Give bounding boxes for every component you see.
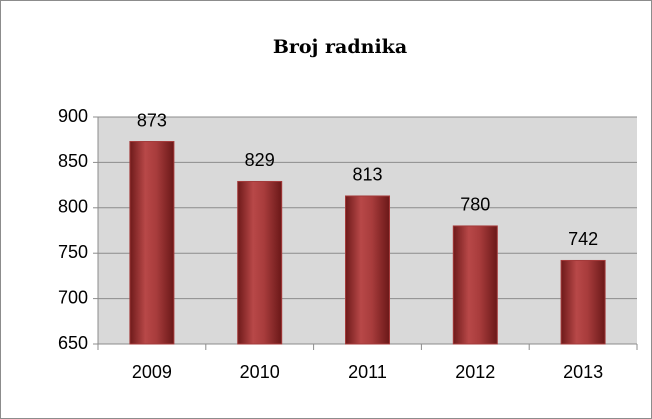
data-label: 873 [137, 110, 167, 130]
y-tick-label: 750 [58, 242, 88, 262]
data-label: 829 [245, 150, 275, 170]
x-tick-label: 2011 [348, 362, 387, 382]
bar [237, 180, 283, 345]
data-label: 813 [352, 165, 382, 185]
data-label: 780 [460, 195, 490, 215]
y-tick-label: 850 [58, 151, 88, 171]
x-tick-label: 2009 [132, 362, 172, 382]
x-tick-label: 2010 [240, 362, 280, 382]
x-tick-label: 2012 [455, 362, 495, 382]
x-tick-label: 2013 [563, 362, 603, 382]
y-tick-label: 900 [58, 106, 88, 126]
bar [452, 225, 498, 345]
bar [345, 195, 390, 345]
data-label: 742 [568, 229, 598, 249]
y-tick-label: 800 [58, 197, 88, 217]
y-tick-label: 700 [58, 287, 88, 307]
bar [129, 141, 175, 345]
bar [560, 259, 606, 345]
chart-title: Broj radnika [273, 36, 407, 58]
y-tick-label: 650 [58, 333, 88, 353]
